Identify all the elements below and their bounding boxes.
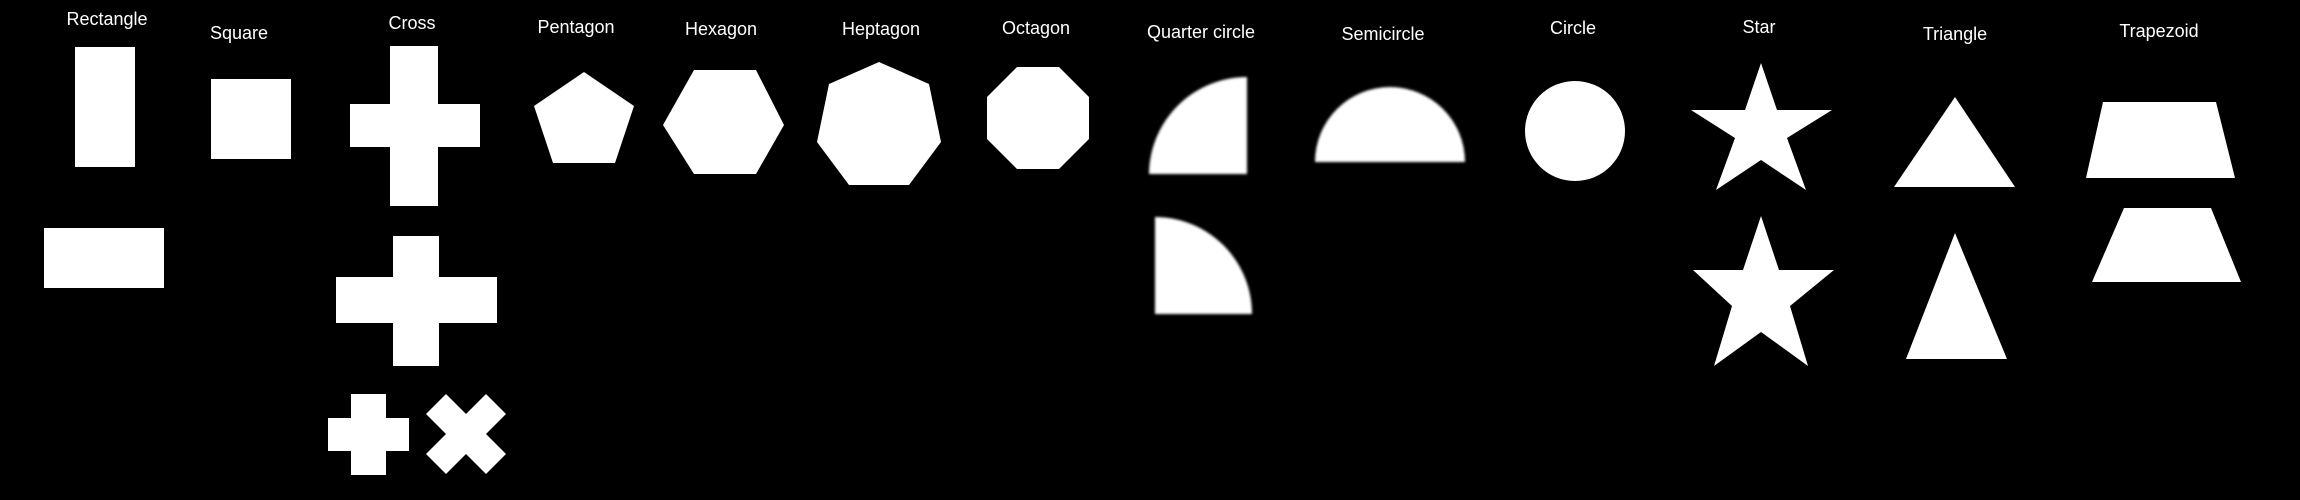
hexagon <box>663 70 784 174</box>
cross-small-x <box>426 394 506 474</box>
label-hexagon: Hexagon <box>684 19 758 39</box>
square <box>211 79 291 159</box>
rectangle-vertical <box>75 47 135 167</box>
triangle-top <box>1894 97 2015 187</box>
circle <box>1525 81 1625 181</box>
label-quarter-circle-title: Quarter circle <box>1146 22 1256 42</box>
label-pentagon: Pentagon <box>537 17 615 37</box>
rectangle-horizontal <box>44 228 164 288</box>
quarter-circle-top <box>1149 77 1247 174</box>
label-heptagon: Heptagon <box>841 19 921 39</box>
pentagon <box>534 72 634 163</box>
label-quarter-circle: Octagon <box>1001 18 1071 38</box>
label-rectangle: Rectangle <box>66 9 148 29</box>
label-circle: Circle <box>1549 18 1597 38</box>
triangle-bottom <box>1906 233 2007 359</box>
cross-large <box>350 46 480 206</box>
semicircle <box>1315 87 1465 162</box>
label-semicircle: Semicircle <box>1341 24 1425 44</box>
label-square: Square <box>209 23 269 43</box>
star-bottom <box>1693 216 1834 366</box>
label-triangle: Triangle <box>1922 24 1988 44</box>
trapezoid-bottom <box>2092 208 2241 282</box>
heptagon <box>817 62 941 185</box>
label-cross: Cross <box>388 13 436 33</box>
cross-small-plus <box>328 394 409 475</box>
star-top <box>1691 63 1832 190</box>
cross-wide <box>336 236 497 366</box>
trapezoid-top <box>2086 102 2235 178</box>
label-star: Star <box>1742 17 1776 37</box>
octagon <box>987 67 1089 169</box>
label-trapezoid: Trapezoid <box>2119 21 2199 41</box>
quarter-circle-bottom <box>1155 217 1252 314</box>
